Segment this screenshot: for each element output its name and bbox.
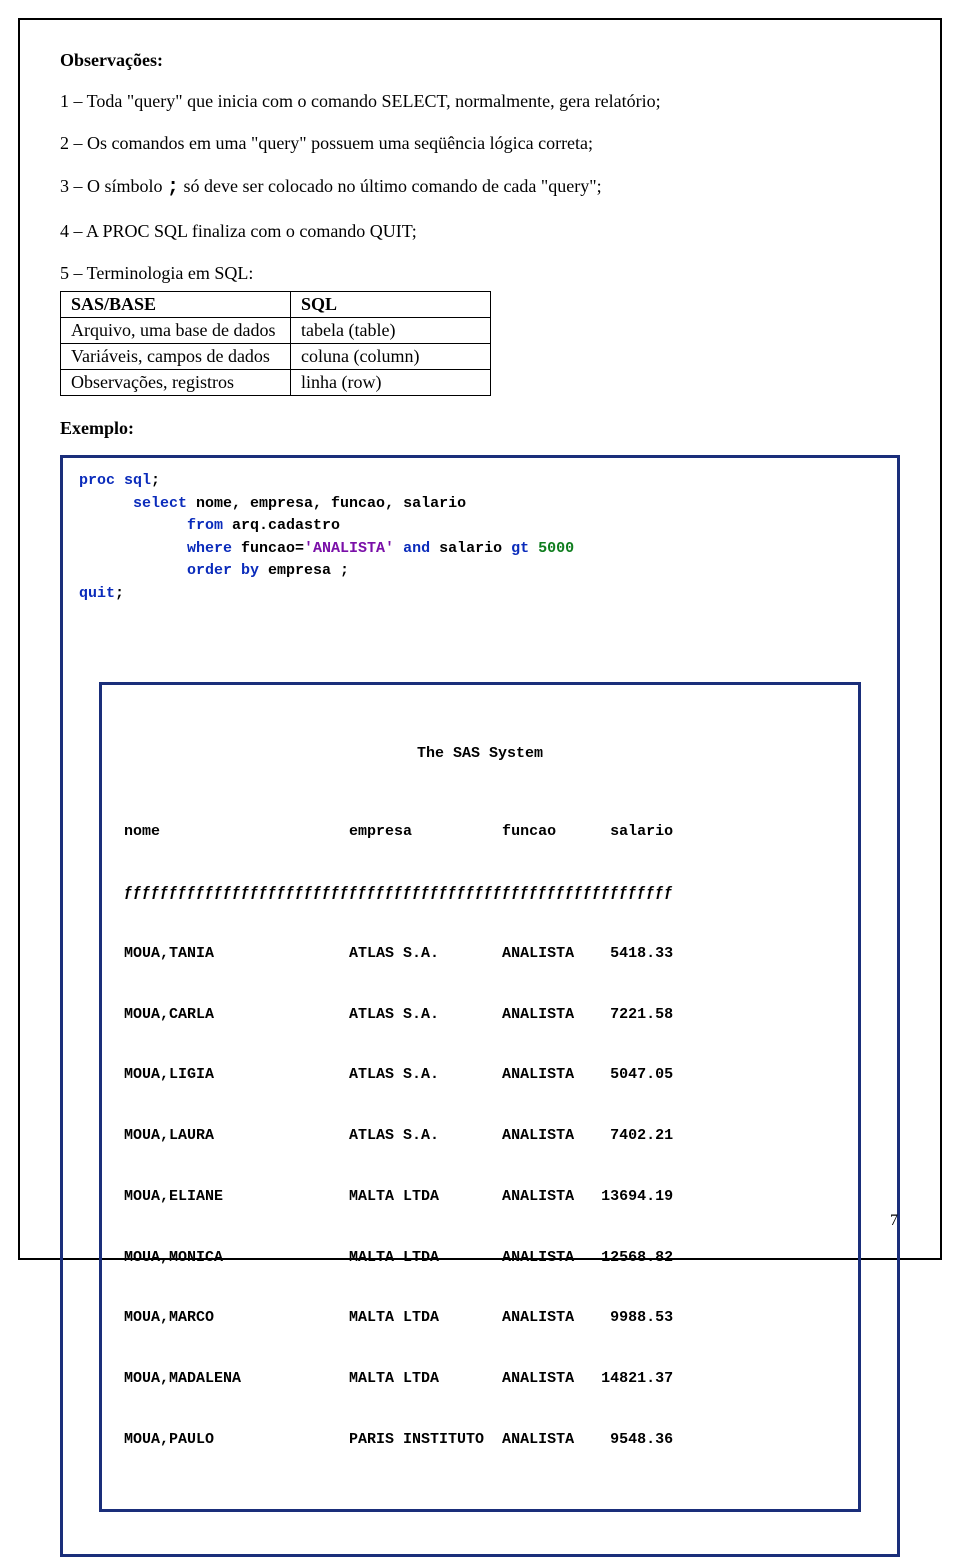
td-c1: Arquivo, uma base de dados (61, 318, 291, 344)
table-header-row: SAS/BASE SQL (61, 292, 491, 318)
output-row: MOUA,MONICA MALTA LTDA ANALISTA 12568.82 (124, 1248, 836, 1268)
obs-item-5: 5 – Terminologia em SQL: (60, 261, 900, 285)
code-string: 'ANALISTA' (304, 540, 394, 557)
output-rule: ƒƒƒƒƒƒƒƒƒƒƒƒƒƒƒƒƒƒƒƒƒƒƒƒƒƒƒƒƒƒƒƒƒƒƒƒƒƒƒƒ… (124, 883, 836, 903)
table-row: Arquivo, uma base de dados tabela (table… (61, 318, 491, 344)
output-row: MOUA,TANIA ATLAS S.A. ANALISTA 5418.33 (124, 944, 836, 964)
code-txt: empresa ; (259, 562, 349, 579)
table-row: Observações, registros linha (row) (61, 370, 491, 396)
th-sasbase: SAS/BASE (61, 292, 291, 318)
code-txt: funcao= (232, 540, 304, 557)
output-row: MOUA,MADALENA MALTA LTDA ANALISTA 14821.… (124, 1369, 836, 1389)
td-c2: tabela (table) (291, 318, 491, 344)
kw-select: select (79, 495, 187, 512)
output-row: MOUA,ELIANE MALTA LTDA ANALISTA 13694.19 (124, 1187, 836, 1207)
td-c2: coluna (column) (291, 344, 491, 370)
output-row: MOUA,LIGIA ATLAS S.A. ANALISTA 5047.05 (124, 1065, 836, 1085)
code-dataset: arq.cadastro (223, 517, 340, 534)
semicolon-symbol: ; (167, 176, 179, 199)
output-row: MOUA,PAULO PARIS INSTITUTO ANALISTA 9548… (124, 1430, 836, 1450)
code-number: 5000 (538, 540, 574, 557)
td-c2: linha (row) (291, 370, 491, 396)
code-txt: ; (151, 472, 160, 489)
kw-where: where (79, 540, 232, 557)
page-number: 7 (890, 1212, 898, 1230)
obs-item-3: 3 – O símbolo ; só deve ser colocado no … (60, 174, 900, 201)
kw-gt: gt (511, 540, 529, 557)
kw-quit: quit (79, 585, 115, 602)
output-row: MOUA,LAURA ATLAS S.A. ANALISTA 7402.21 (124, 1126, 836, 1146)
code-example-box: proc sql; select nome, empresa, funcao, … (60, 455, 900, 1557)
code-txt (529, 540, 538, 557)
obs-item-1: 1 – Toda "query" que inicia com o comand… (60, 89, 900, 113)
code-txt: nome, empresa, funcao, salario (187, 495, 466, 512)
code-txt: ; (115, 585, 124, 602)
page-border: Observações: 1 – Toda "query" que inicia… (18, 18, 942, 1260)
output-row: MOUA,CARLA ATLAS S.A. ANALISTA 7221.58 (124, 1005, 836, 1025)
obs-item-4: 4 – A PROC SQL finaliza com o comando QU… (60, 219, 900, 243)
th-sql: SQL (291, 292, 491, 318)
kw-proc-sql: proc sql (79, 472, 151, 489)
code-txt: salario (430, 540, 511, 557)
output-box: The SAS System nome empresa funcao salar… (99, 682, 861, 1512)
obs3-pre: 3 – O símbolo (60, 176, 167, 196)
output-title: The SAS System (124, 744, 836, 764)
terminology-table: SAS/BASE SQL Arquivo, uma base de dados … (60, 291, 491, 396)
obs3-post: só deve ser colocado no último comando d… (179, 176, 602, 196)
table-row: Variáveis, campos de dados coluna (colum… (61, 344, 491, 370)
output-header: nome empresa funcao salario (124, 822, 836, 842)
td-c1: Observações, registros (61, 370, 291, 396)
section-heading: Observações: (60, 50, 900, 71)
kw-from: from (79, 517, 223, 534)
td-c1: Variáveis, campos de dados (61, 344, 291, 370)
kw-orderby: order by (79, 562, 259, 579)
obs-item-2: 2 – Os comandos em uma "query" possuem u… (60, 131, 900, 155)
output-row: MOUA,MARCO MALTA LTDA ANALISTA 9988.53 (124, 1308, 836, 1328)
kw-and: and (394, 540, 430, 557)
example-heading: Exemplo: (60, 418, 900, 439)
